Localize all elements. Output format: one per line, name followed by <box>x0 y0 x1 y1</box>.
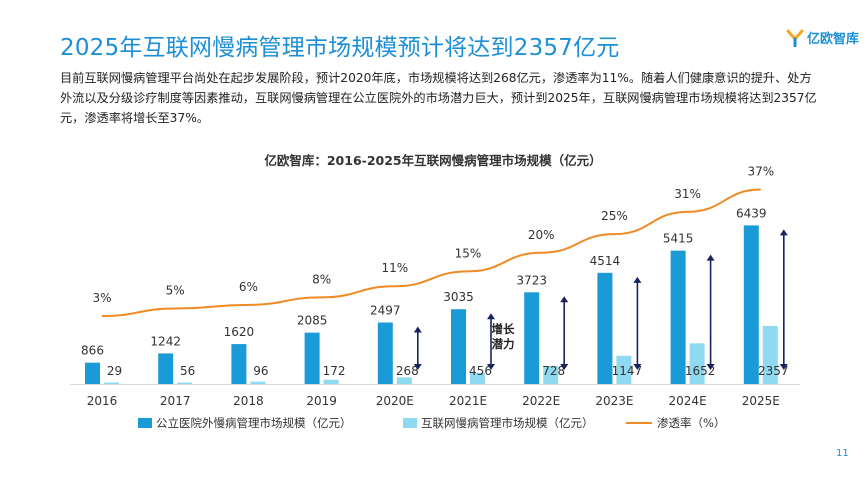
bar-internet-label: 172 <box>323 364 346 378</box>
bar-outside-hospital <box>670 250 686 384</box>
bar-outside-hospital <box>451 309 466 384</box>
bar-outside-hospital <box>304 332 320 384</box>
bar-internet-label: 29 <box>107 364 122 378</box>
bar-outside-hospital-label: 2085 <box>297 314 328 328</box>
bar-internet <box>543 366 559 384</box>
bar-internet <box>689 343 705 384</box>
bar-internet <box>616 355 632 384</box>
page-title: 2025年互联网慢病管理市场规模预计将达到2357亿元 <box>60 35 620 61</box>
penetration-rate-line <box>101 188 761 317</box>
bar-internet <box>470 372 485 384</box>
x-tick-label: 2024E <box>669 394 707 408</box>
legend-label-outside-hospital: 公立医院外慢病管理市场规模（亿元） <box>156 416 352 430</box>
bar-outside-hospital-label: 1620 <box>224 325 255 339</box>
bar-internet <box>104 382 119 384</box>
legend-label-internet: 互联网慢病管理市场规模（亿元） <box>421 416 594 430</box>
bar-outside-hospital-label: 2497 <box>370 303 401 317</box>
bar-internet-label: 268 <box>396 364 419 378</box>
penetration-rate-label: 25% <box>601 209 628 223</box>
growth-arrow-head-up <box>487 313 495 320</box>
growth-arrow-head-down <box>706 364 715 370</box>
x-tick-label: 2019 <box>306 394 337 408</box>
growth-arrow-head-down <box>560 364 569 370</box>
penetration-rate-label: 3% <box>92 291 111 305</box>
brand-logo: 亿欧智库 <box>786 28 859 47</box>
penetration-rate-label: 37% <box>747 165 774 179</box>
bar-internet-label: 1652 <box>685 364 716 378</box>
bar-outside-hospital-label: 866 <box>81 344 104 358</box>
x-tick-label: 2017 <box>160 394 191 408</box>
x-tick-label: 2016 <box>87 394 118 408</box>
growth-potential-label-line1: 增长 <box>492 322 515 336</box>
bar-internet <box>250 381 266 384</box>
penetration-rate-label: 20% <box>528 228 555 242</box>
x-tick-label: 2025E <box>742 394 780 408</box>
bar-outside-hospital <box>597 272 613 384</box>
growth-arrow-head-down <box>487 364 495 370</box>
bar-internet-label: 56 <box>180 364 195 378</box>
growth-arrow-head-down <box>413 364 422 370</box>
growth-arrow-head-up <box>633 276 642 283</box>
penetration-rate-label: 15% <box>455 246 482 260</box>
bar-internet <box>177 382 193 384</box>
bar-outside-hospital <box>743 225 759 384</box>
growth-arrow-head-down <box>633 364 642 370</box>
bar-internet <box>396 377 412 384</box>
penetration-rate-label: 11% <box>381 261 408 275</box>
x-tick-label: 2021E <box>449 394 487 408</box>
bar-outside-hospital-label: 3723 <box>516 273 547 287</box>
x-tick-label: 2020E <box>376 394 414 408</box>
bar-outside-hospital <box>377 322 393 384</box>
bar-outside-hospital-label: 5415 <box>663 232 694 246</box>
legend-swatch-outside-hospital <box>138 418 152 428</box>
growth-arrow-head-down <box>779 364 788 370</box>
penetration-rate-label: 6% <box>239 280 258 294</box>
bar-internet <box>323 379 339 384</box>
page-number: 11 <box>836 448 849 459</box>
bar-internet <box>762 325 778 384</box>
bar-outside-hospital-label: 3035 <box>443 290 474 304</box>
growth-arrow-head-up <box>560 296 569 303</box>
intro-paragraph: 目前互联网慢病管理平台尚处在起步发展阶段，预计2020年底，市场规模将达到268… <box>60 71 817 125</box>
bar-internet-label: 96 <box>253 364 268 378</box>
bar-outside-hospital <box>85 362 100 384</box>
bar-outside-hospital <box>524 292 540 384</box>
penetration-rate-label: 5% <box>166 284 185 298</box>
penetration-rate-label: 8% <box>312 272 331 286</box>
bar-internet-label: 456 <box>469 364 492 378</box>
logo-mark-icon <box>786 29 804 47</box>
bar-outside-hospital <box>158 353 174 384</box>
chart-title: 亿欧智库：2016-2025年互联网慢病管理市场规模（亿元） <box>264 153 602 168</box>
x-tick-label: 2022E <box>522 394 560 408</box>
bar-internet-label: 2357 <box>758 364 789 378</box>
growth-arrow-head-up <box>706 254 715 261</box>
bar-outside-hospital-label: 1242 <box>150 334 181 348</box>
growth-arrow-head-up <box>779 229 788 236</box>
bar-internet-label: 1147 <box>612 364 643 378</box>
growth-arrow-head-up <box>413 326 422 333</box>
penetration-rate-label: 31% <box>674 187 701 201</box>
legend-swatch-internet <box>403 418 417 428</box>
bar-outside-hospital-label: 4514 <box>590 254 621 268</box>
x-tick-label: 2023E <box>595 394 633 408</box>
logo-text: 亿欧智库 <box>807 32 860 47</box>
bar-outside-hospital <box>231 344 247 384</box>
bar-outside-hospital-label: 6439 <box>736 206 767 220</box>
growth-potential-label-line2: 潜力 <box>492 337 515 351</box>
legend-label-penetration-rate: 渗透率（%） <box>657 416 725 430</box>
bar-internet-label: 728 <box>542 364 565 378</box>
x-tick-label: 2018 <box>233 394 264 408</box>
